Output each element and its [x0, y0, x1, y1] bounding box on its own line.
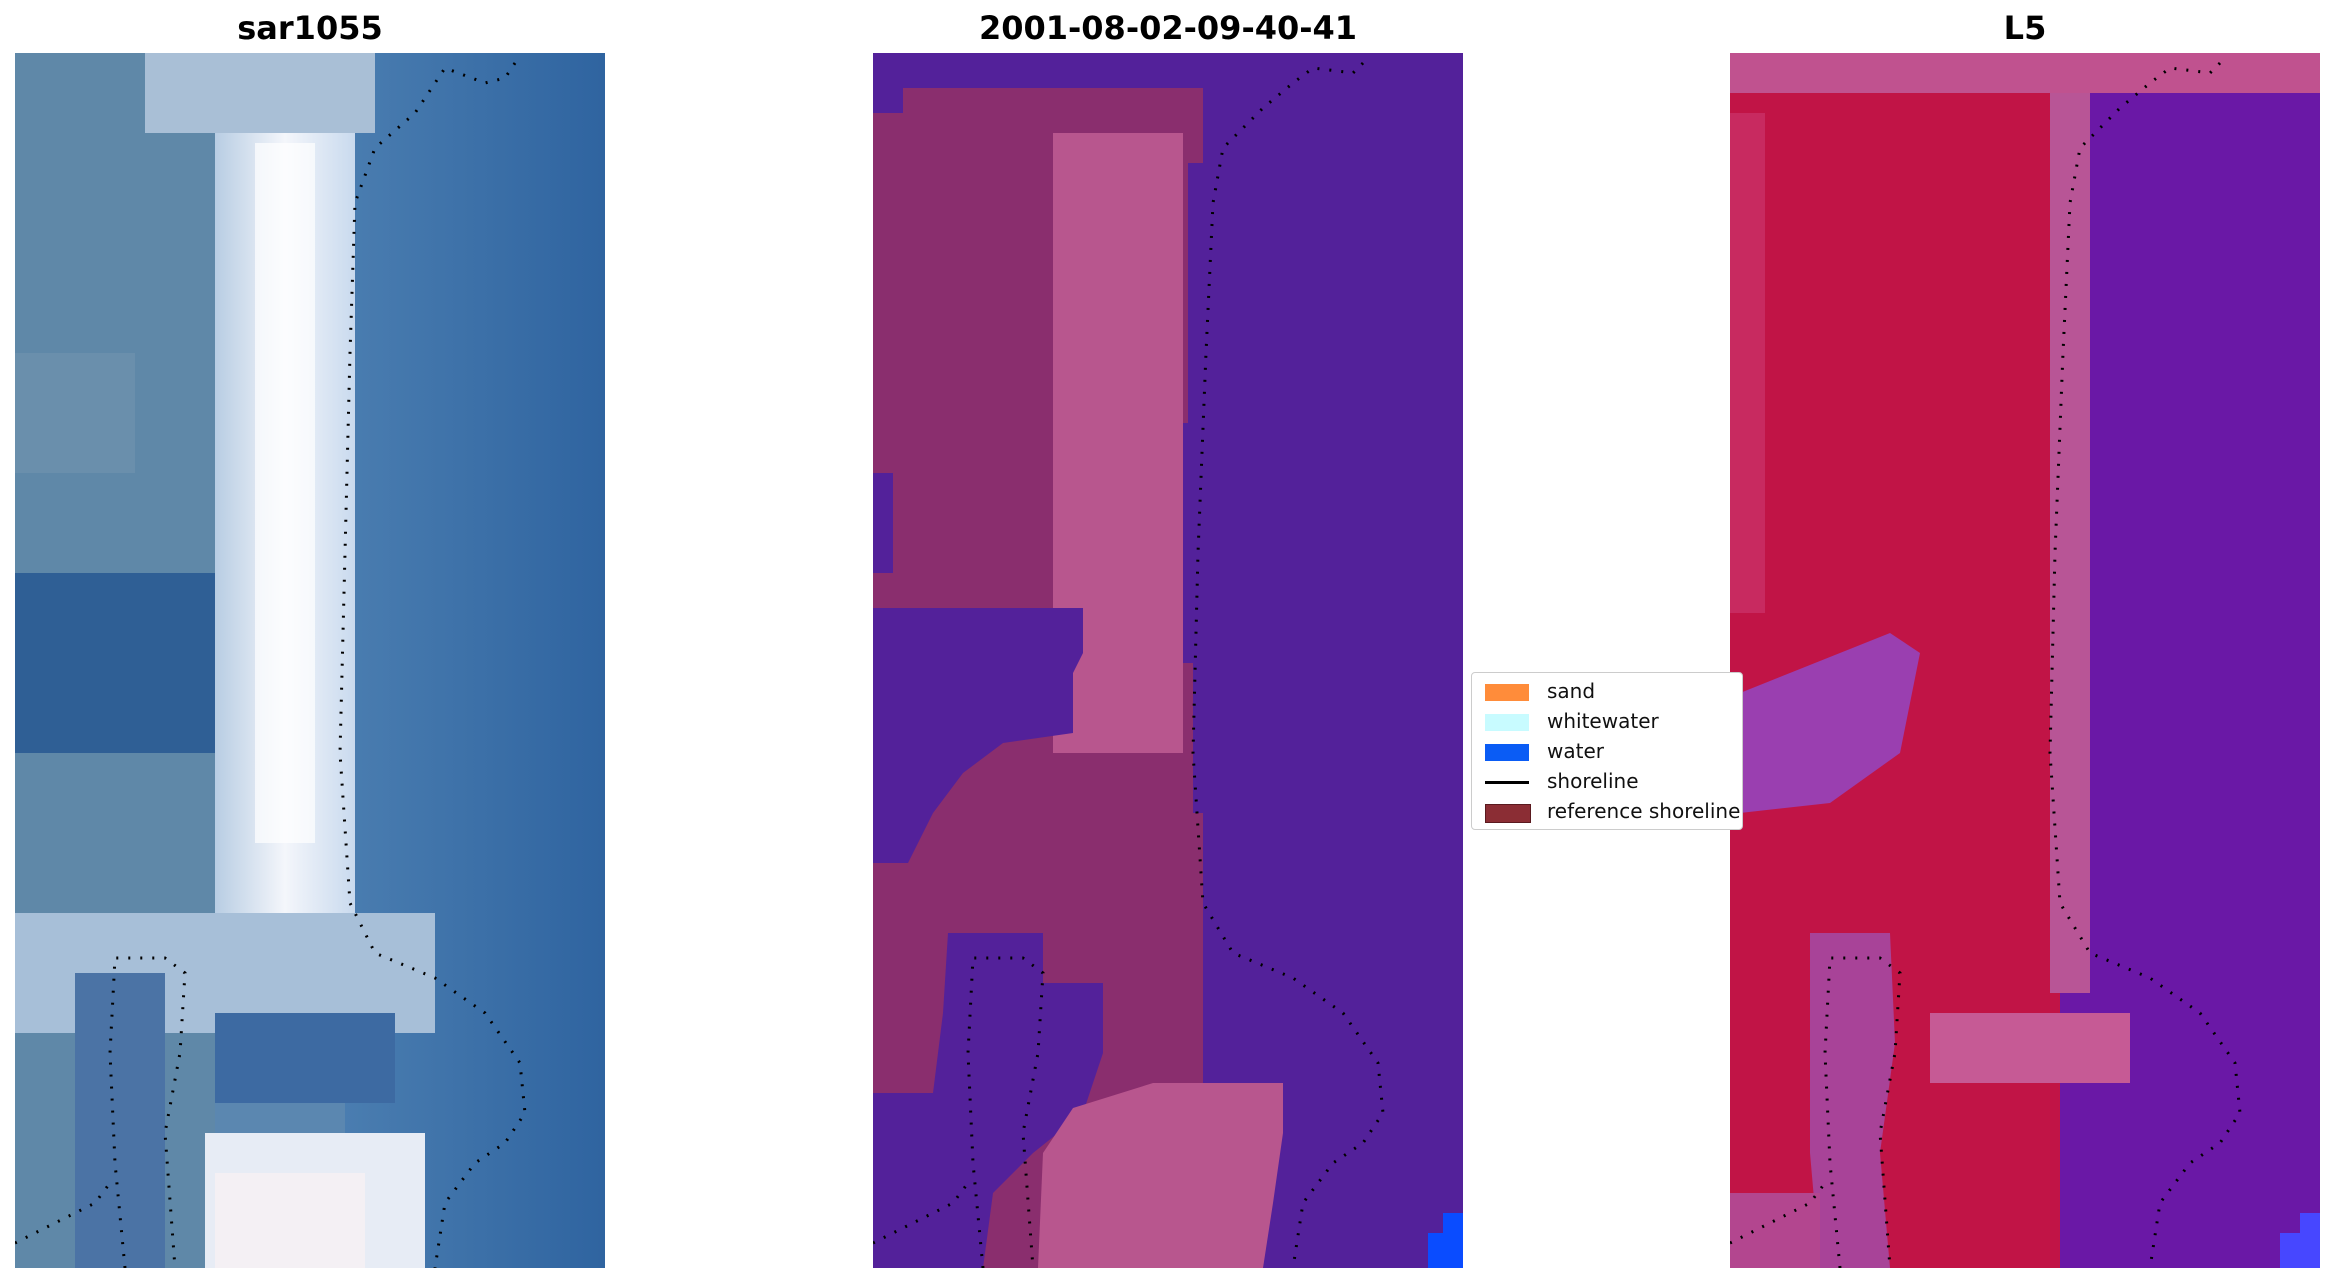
rgb-image — [15, 53, 605, 1268]
l5-image-panel — [1730, 53, 2320, 1268]
classified-image-panel — [873, 53, 1463, 1268]
panel-title-sar1055: sar1055 — [237, 9, 383, 47]
shoreline-line-swatch — [1485, 781, 1529, 784]
panel-title-l5: L5 — [2003, 9, 2047, 47]
l5-image — [1730, 53, 2320, 1268]
legend-label: sand — [1547, 679, 1596, 703]
rgb-image-panel — [15, 53, 605, 1268]
water-swatch — [1485, 744, 1529, 761]
legend-label: shoreline — [1547, 769, 1639, 793]
whitewater-swatch — [1485, 714, 1529, 731]
sand-swatch — [1485, 684, 1529, 701]
legend-label: water — [1547, 739, 1604, 763]
reference-shoreline-swatch — [1485, 804, 1531, 823]
panel-title-date: 2001-08-02-09-40-41 — [978, 9, 1358, 47]
legend-label: reference shoreline — [1547, 799, 1741, 823]
legend: sand whitewater water shoreline referenc… — [1471, 672, 1743, 830]
legend-label: whitewater — [1547, 709, 1659, 733]
classified-image — [873, 53, 1463, 1268]
